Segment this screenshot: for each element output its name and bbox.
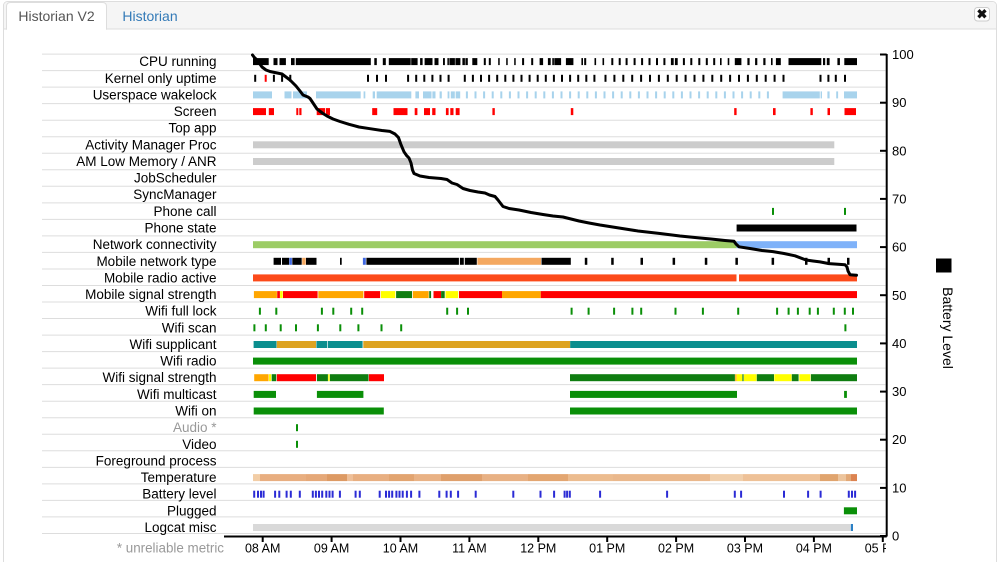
- svg-text:* unreliable metric: * unreliable metric: [117, 541, 224, 556]
- svg-text:Screen: Screen: [174, 104, 217, 119]
- svg-text:Mobile signal strength: Mobile signal strength: [85, 287, 216, 302]
- svg-text:Top app: Top app: [168, 121, 216, 136]
- svg-text:05 PM: 05 PM: [865, 542, 901, 556]
- svg-text:Phone call: Phone call: [153, 204, 216, 219]
- svg-text:10: 10: [892, 480, 906, 495]
- svg-text:Wifi radio: Wifi radio: [160, 354, 216, 369]
- svg-text:JobScheduler: JobScheduler: [134, 171, 217, 186]
- svg-text:Userspace wakelock: Userspace wakelock: [93, 87, 217, 102]
- svg-text:11 AM: 11 AM: [452, 542, 487, 556]
- svg-text:Wifi supplicant: Wifi supplicant: [129, 337, 216, 352]
- svg-text:Historian: Historian: [122, 8, 177, 24]
- svg-text:Wifi on: Wifi on: [175, 404, 216, 419]
- svg-text:Audio *: Audio *: [173, 420, 217, 435]
- svg-text:Video: Video: [182, 437, 216, 452]
- svg-text:Kernel only uptime: Kernel only uptime: [105, 71, 217, 86]
- svg-text:50: 50: [892, 288, 906, 303]
- svg-text:80: 80: [892, 143, 906, 158]
- svg-text:90: 90: [892, 95, 906, 110]
- svg-text:Wifi multicast: Wifi multicast: [137, 387, 217, 402]
- svg-text:Activity Manager Proc: Activity Manager Proc: [85, 137, 217, 152]
- svg-text:70: 70: [892, 191, 906, 206]
- svg-text:Foreground process: Foreground process: [96, 453, 217, 468]
- svg-text:20: 20: [892, 432, 906, 447]
- svg-text:10 AM: 10 AM: [383, 542, 418, 556]
- svg-text:AM Low Memory / ANR: AM Low Memory / ANR: [76, 154, 217, 169]
- svg-text:Phone state: Phone state: [144, 221, 216, 236]
- svg-text:08 AM: 08 AM: [245, 542, 280, 556]
- svg-text:Wifi scan: Wifi scan: [162, 320, 217, 335]
- svg-text:0: 0: [892, 529, 899, 544]
- svg-text:Plugged: Plugged: [167, 503, 217, 518]
- svg-text:03 PM: 03 PM: [727, 542, 763, 556]
- svg-text:02 PM: 02 PM: [658, 542, 694, 556]
- svg-text:12 PM: 12 PM: [520, 542, 556, 556]
- svg-text:Logcat misc: Logcat misc: [144, 520, 216, 535]
- svg-text:100: 100: [892, 47, 914, 62]
- svg-text:01 PM: 01 PM: [589, 542, 625, 556]
- svg-text:60: 60: [892, 240, 906, 255]
- svg-text:Wifi signal strength: Wifi signal strength: [102, 370, 216, 385]
- svg-text:Mobile network type: Mobile network type: [96, 254, 216, 269]
- svg-text:30: 30: [892, 384, 906, 399]
- svg-text:Mobile radio active: Mobile radio active: [104, 270, 217, 285]
- svg-text:04 PM: 04 PM: [796, 542, 832, 556]
- svg-text:Battery Level: Battery Level: [940, 287, 956, 369]
- svg-text:Battery level: Battery level: [142, 487, 216, 502]
- svg-text:Network connectivity: Network connectivity: [93, 237, 217, 252]
- svg-text:Temperature: Temperature: [141, 470, 217, 485]
- svg-text:Wifi full lock: Wifi full lock: [145, 304, 217, 319]
- svg-text:09 AM: 09 AM: [314, 542, 349, 556]
- svg-text:✖: ✖: [977, 7, 988, 22]
- svg-text:40: 40: [892, 336, 906, 351]
- svg-text:Historian V2: Historian V2: [18, 8, 94, 24]
- svg-text:SyncManager: SyncManager: [133, 187, 217, 202]
- svg-text:CPU running: CPU running: [139, 54, 216, 69]
